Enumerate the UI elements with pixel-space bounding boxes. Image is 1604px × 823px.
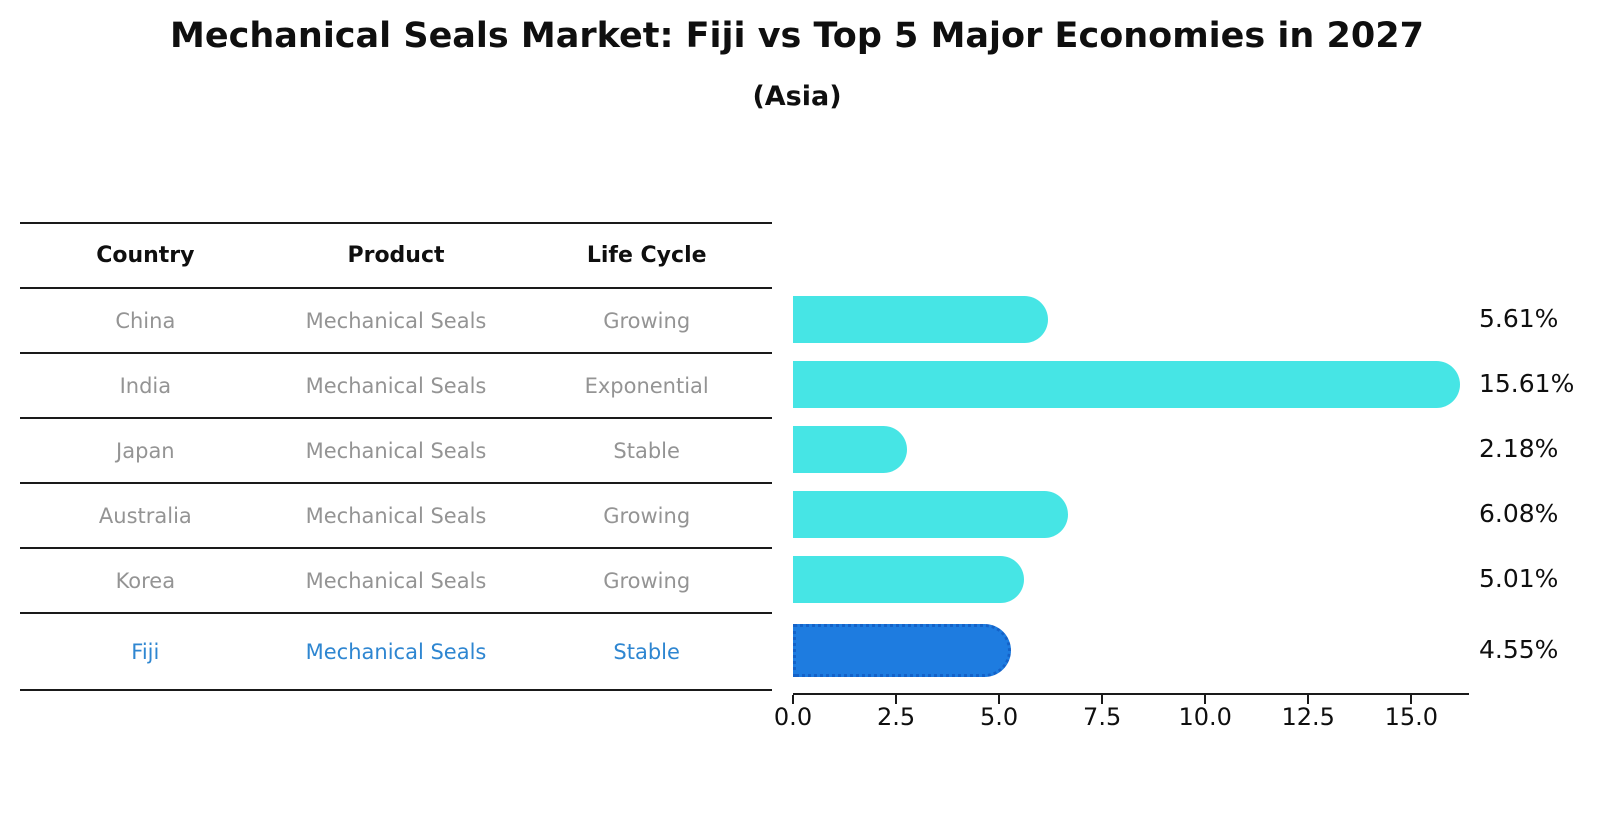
table-row-china: China Mechanical Seals Growing xyxy=(20,287,772,352)
cell-country: Australia xyxy=(98,503,192,528)
bar-japan xyxy=(793,426,907,473)
x-tick-label: 7.5 xyxy=(1083,703,1122,731)
table-row-korea: Korea Mechanical Seals Growing xyxy=(20,547,772,612)
table-bottom-border xyxy=(20,689,772,691)
table-header-row: Country Product Life Cycle xyxy=(20,222,772,287)
bar-china xyxy=(793,296,1049,343)
x-axis-line xyxy=(793,693,1469,695)
value-label-korea: 5.01% xyxy=(1479,563,1559,593)
bar-australia xyxy=(793,491,1068,538)
x-tick-label: 5.0 xyxy=(980,703,1019,731)
cell-product: Mechanical Seals xyxy=(305,308,487,333)
value-label-china: 5.61% xyxy=(1479,303,1559,333)
cell-life-cycle: Growing xyxy=(603,308,691,333)
table-row-australia: Australia Mechanical Seals Growing xyxy=(20,482,772,547)
x-tick xyxy=(998,695,1001,704)
chart-title: Mechanical Seals Market: Fiji vs Top 5 M… xyxy=(170,16,1424,56)
cell-product: Mechanical Seals xyxy=(305,373,487,398)
x-tick-label: 10.0 xyxy=(1178,703,1232,731)
cell-life-cycle: Growing xyxy=(603,568,691,593)
cell-product: Mechanical Seals xyxy=(305,568,487,593)
column-header-life-cycle: Life Cycle xyxy=(586,243,707,268)
x-tick xyxy=(895,695,898,704)
bar-korea xyxy=(793,556,1024,603)
cell-product: Mechanical Seals xyxy=(305,438,487,463)
x-tick xyxy=(1307,695,1310,704)
value-label-india: 15.61% xyxy=(1479,368,1575,398)
cell-country: India xyxy=(119,373,172,398)
bar-india xyxy=(793,361,1461,408)
cell-product: Mechanical Seals xyxy=(305,503,487,528)
bar-fiji xyxy=(793,624,1011,677)
column-header-product: Product xyxy=(347,243,445,268)
x-tick-label: 2.5 xyxy=(876,703,916,731)
x-tick-label: 0.0 xyxy=(773,703,813,731)
cell-life-cycle: Stable xyxy=(613,639,680,664)
table-row-fiji: Fiji Mechanical Seals Stable xyxy=(20,612,772,689)
x-tick xyxy=(1101,695,1104,704)
cell-country: Korea xyxy=(115,568,176,593)
x-tick xyxy=(792,695,794,704)
x-tick-label: 12.5 xyxy=(1281,703,1335,731)
cell-life-cycle: Stable xyxy=(613,438,680,463)
value-label-australia: 6.08% xyxy=(1479,498,1559,528)
x-tick-label: 15.0 xyxy=(1384,703,1438,731)
cell-life-cycle: Exponential xyxy=(584,373,709,398)
cell-life-cycle: Growing xyxy=(603,503,691,528)
chart-subtitle: (Asia) xyxy=(752,81,842,112)
table-row-japan: Japan Mechanical Seals Stable xyxy=(20,417,772,482)
cell-country: Fiji xyxy=(131,639,160,664)
x-tick xyxy=(1410,695,1413,704)
value-label-japan: 2.18% xyxy=(1479,433,1559,463)
cell-country: China xyxy=(115,308,176,333)
table-row-india: India Mechanical Seals Exponential xyxy=(20,352,772,417)
cell-country: Japan xyxy=(116,438,175,463)
value-label-fiji: 4.55% xyxy=(1479,634,1559,664)
cell-product: Mechanical Seals xyxy=(305,639,487,664)
x-tick xyxy=(1204,695,1207,704)
column-header-country: Country xyxy=(96,243,195,268)
